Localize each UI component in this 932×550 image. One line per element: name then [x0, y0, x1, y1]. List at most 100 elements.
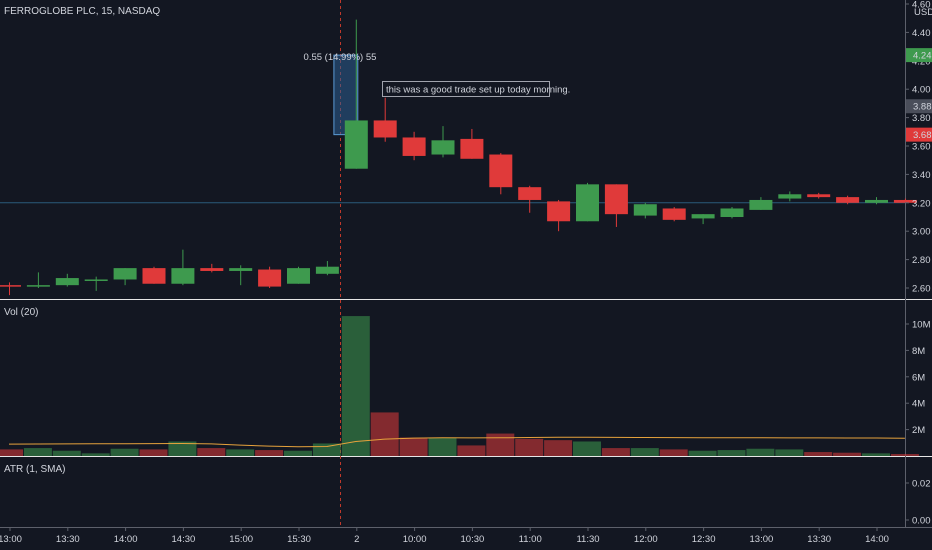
price-axis-badge: [906, 99, 932, 114]
volume-bar: [659, 449, 688, 456]
time-tick-label: 10:00: [403, 534, 427, 545]
volume-ma-line: [8, 436, 905, 448]
volume-bar: [81, 453, 110, 456]
candle-body: [258, 269, 282, 287]
time-tick-label: 2: [354, 534, 359, 545]
volume-tick-label: 10M: [912, 320, 931, 331]
atr-tick-label: 0.02: [912, 479, 931, 490]
candle-body: [893, 199, 917, 203]
candle-body: [200, 268, 224, 271]
candle-body: [84, 279, 108, 281]
candle-body: [55, 278, 79, 286]
candle-body: [865, 199, 888, 203]
candle-body: [431, 140, 455, 155]
candle-body: [836, 197, 860, 203]
candle-body: [547, 201, 571, 222]
price-axis-badge-text: 3.68: [913, 130, 932, 141]
atr-tick-label: 0.00: [912, 516, 931, 527]
volume-pane-label: Vol (20): [4, 307, 39, 318]
time-tick-label: 10:30: [461, 534, 485, 545]
volume-bar: [23, 448, 52, 456]
annotation-note: this was a good trade set up today morni…: [382, 81, 570, 97]
volume-bar: [341, 316, 370, 456]
price-axis-badge: [906, 48, 932, 63]
volume-bar: [601, 448, 630, 456]
volume-bar: [457, 445, 486, 456]
time-tick-label: 13:00: [0, 534, 22, 545]
time-tick-label: 12:00: [634, 534, 658, 545]
candle-body: [633, 204, 657, 216]
volume-tick-label: 8M: [912, 346, 925, 357]
price-tick-label: 2.80: [912, 255, 931, 266]
candle-body: [142, 268, 166, 284]
candle-body: [749, 199, 773, 210]
candle-body: [662, 208, 686, 220]
candle-body: [518, 187, 542, 200]
price-tick-label: 4.60: [912, 0, 931, 11]
volume-bar: [833, 452, 862, 456]
time-tick-label: 13:00: [750, 534, 774, 545]
volume-tick-label: 4M: [912, 399, 925, 410]
volume-bar: [544, 440, 573, 456]
volume-bar: [862, 453, 890, 456]
annotation-box: [382, 81, 550, 97]
candle-body: [373, 120, 397, 138]
time-tick-label: 11:30: [576, 534, 599, 545]
price-tick-label: 4.00: [912, 85, 931, 96]
candle-body: [26, 285, 50, 287]
volume-bar: [399, 437, 428, 456]
price-tick-label: 3.00: [912, 227, 931, 238]
price-tick-label: 3.40: [912, 170, 931, 181]
volume-tick-label: 2M: [912, 425, 925, 436]
volume-bar: [284, 450, 312, 456]
volume-bar: [890, 454, 919, 456]
time-tick-label: 14:00: [865, 534, 889, 545]
candle-body: [344, 120, 368, 169]
volume-bar: [775, 449, 804, 456]
volume-tick-label: 6M: [912, 372, 925, 383]
volume-bar: [197, 448, 226, 456]
volume-bar: [370, 412, 399, 456]
price-tick-label: 2.60: [912, 284, 931, 295]
volume-bar: [226, 449, 255, 456]
candle-body: [171, 268, 195, 284]
volume-bar: [573, 441, 601, 456]
price-unit-label: USD: [914, 7, 932, 18]
price-axis-badge: [906, 127, 932, 142]
time-tick-label: 13:30: [56, 534, 80, 545]
volume-bar: [486, 433, 515, 456]
candle-body: [460, 138, 484, 159]
volume-bar: [168, 441, 197, 456]
volume-bar: [255, 450, 284, 456]
volume-bar: [717, 450, 746, 456]
candle-body: [315, 266, 339, 274]
volume-bar: [312, 443, 341, 456]
time-tick-label: 14:30: [172, 534, 196, 545]
volume-bar: [52, 450, 81, 456]
candle-body: [691, 214, 715, 219]
volume-bar: [688, 450, 717, 456]
price-tick-label: 3.60: [912, 142, 931, 153]
time-tick-label: 14:00: [114, 534, 138, 545]
volume-bar: [630, 448, 659, 456]
candle-body: [402, 137, 426, 156]
volume-bar: [428, 437, 457, 456]
candle-body: [489, 154, 513, 188]
candle-body: [778, 194, 802, 199]
volume-bar: [515, 438, 544, 456]
volume-bar: [110, 448, 139, 456]
price-axis-badge-text: 3.88: [913, 102, 932, 113]
time-tick-label: 15:30: [287, 534, 311, 545]
annotation-text: this was a good trade set up today morni…: [386, 85, 570, 96]
volume-bar: [139, 449, 168, 456]
time-tick-label: 13:30: [807, 534, 831, 545]
candle-body: [604, 184, 628, 215]
price-tick-label: 4.40: [912, 28, 931, 39]
candle-body: [807, 194, 831, 198]
symbol-title: FERROGLOBE PLC, 15, NASDAQ: [4, 6, 161, 17]
candle-body: [287, 268, 310, 284]
time-tick-label: 15:00: [229, 534, 253, 545]
time-tick-label: 12:30: [692, 534, 716, 545]
volume-bar: [746, 448, 775, 456]
